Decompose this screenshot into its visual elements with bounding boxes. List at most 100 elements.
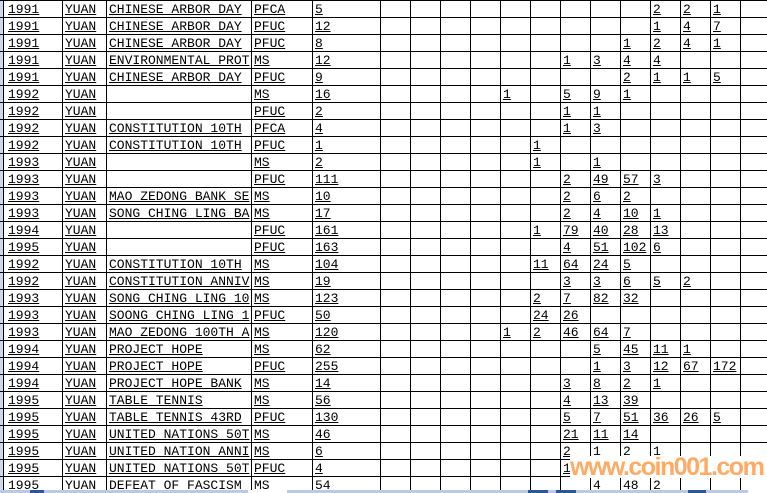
cell-description[interactable]: PROJECT HOPE bbox=[107, 358, 252, 375]
cell-grade-bucket[interactable] bbox=[381, 18, 411, 35]
cell-grade-bucket[interactable]: 1 bbox=[591, 358, 621, 375]
cell-grade-service[interactable]: PFUC bbox=[252, 18, 313, 35]
cell-grade-bucket[interactable] bbox=[651, 290, 681, 307]
cell-grade-bucket[interactable] bbox=[441, 409, 471, 426]
cell-grade-bucket[interactable] bbox=[651, 426, 681, 443]
cell-grade-bucket[interactable] bbox=[681, 375, 711, 392]
cell-grade-bucket[interactable] bbox=[501, 120, 531, 137]
cell-grade-bucket[interactable] bbox=[411, 375, 441, 392]
cell-grade-bucket[interactable]: 5 bbox=[651, 273, 681, 290]
cell-grade-bucket[interactable] bbox=[711, 137, 741, 154]
cell-grade-bucket[interactable] bbox=[531, 205, 561, 222]
cell-grade-bucket[interactable] bbox=[471, 443, 501, 460]
cell-grade-bucket[interactable]: 7 bbox=[591, 409, 621, 426]
cell-grade-service[interactable]: PFUC bbox=[252, 358, 313, 375]
cell-grade-bucket[interactable]: 1 bbox=[651, 69, 681, 86]
cell-unit[interactable]: YUAN bbox=[63, 426, 107, 443]
cell-grade-bucket[interactable] bbox=[471, 426, 501, 443]
cell-grade-bucket[interactable] bbox=[441, 239, 471, 256]
cell-grade-bucket[interactable] bbox=[471, 18, 501, 35]
cell-grade-bucket[interactable] bbox=[561, 477, 591, 493]
cell-total[interactable]: 62 bbox=[313, 341, 381, 358]
cell-grade-bucket[interactable] bbox=[411, 239, 441, 256]
cell-grade-bucket[interactable] bbox=[681, 52, 711, 69]
cell-grade-bucket[interactable] bbox=[441, 426, 471, 443]
cell-year[interactable]: 1994 bbox=[4, 222, 63, 239]
cell-grade-bucket[interactable]: 3 bbox=[621, 358, 651, 375]
cell-grade-bucket[interactable] bbox=[411, 273, 441, 290]
cell-total[interactable]: 2 bbox=[313, 103, 381, 120]
cell-grade-bucket[interactable] bbox=[711, 392, 741, 409]
cell-grade-bucket[interactable]: 82 bbox=[591, 290, 621, 307]
cell-description[interactable]: UNITED NATION ANNI bbox=[107, 443, 252, 460]
cell-grade-bucket[interactable] bbox=[441, 256, 471, 273]
cell-grade-bucket[interactable] bbox=[561, 35, 591, 52]
cell-grade-bucket[interactable] bbox=[411, 409, 441, 426]
cell-unit[interactable]: YUAN bbox=[63, 375, 107, 392]
cell-grade-bucket[interactable]: 5 bbox=[711, 409, 741, 426]
cell-grade-bucket[interactable]: 2 bbox=[531, 290, 561, 307]
cell-grade-bucket[interactable]: 4 bbox=[561, 239, 591, 256]
cell-grade-bucket[interactable] bbox=[381, 239, 411, 256]
cell-grade-bucket[interactable] bbox=[501, 171, 531, 188]
cell-grade-bucket[interactable]: 2 bbox=[561, 171, 591, 188]
cell-grade-bucket[interactable]: 51 bbox=[621, 409, 651, 426]
cell-unit[interactable]: YUAN bbox=[63, 341, 107, 358]
cell-grade-bucket[interactable]: 5 bbox=[561, 86, 591, 103]
cell-unit[interactable]: YUAN bbox=[63, 409, 107, 426]
cell-grade-bucket[interactable] bbox=[711, 307, 741, 324]
cell-grade-bucket[interactable] bbox=[501, 154, 531, 171]
cell-grade-bucket[interactable] bbox=[741, 171, 767, 188]
cell-grade-bucket[interactable] bbox=[681, 205, 711, 222]
cell-grade-bucket[interactable] bbox=[651, 137, 681, 154]
cell-grade-bucket[interactable] bbox=[501, 477, 531, 493]
cell-grade-bucket[interactable]: 26 bbox=[561, 307, 591, 324]
cell-grade-bucket[interactable] bbox=[651, 103, 681, 120]
cell-grade-bucket[interactable] bbox=[741, 1, 767, 18]
cell-grade-bucket[interactable]: 2 bbox=[651, 35, 681, 52]
cell-grade-bucket[interactable] bbox=[711, 188, 741, 205]
cell-grade-bucket[interactable] bbox=[501, 18, 531, 35]
cell-grade-bucket[interactable] bbox=[441, 290, 471, 307]
cell-grade-bucket[interactable] bbox=[651, 324, 681, 341]
cell-total[interactable]: 46 bbox=[313, 426, 381, 443]
cell-year[interactable]: 1992 bbox=[4, 273, 63, 290]
cell-description[interactable]: CONSTITUTION 10TH bbox=[107, 120, 252, 137]
cell-grade-bucket[interactable] bbox=[681, 324, 711, 341]
cell-unit[interactable]: YUAN bbox=[63, 273, 107, 290]
cell-grade-bucket[interactable]: 51 bbox=[591, 239, 621, 256]
cell-grade-bucket[interactable] bbox=[531, 171, 561, 188]
cell-grade-bucket[interactable] bbox=[411, 477, 441, 493]
cell-grade-bucket[interactable]: 2 bbox=[651, 477, 681, 493]
cell-grade-bucket[interactable]: 6 bbox=[651, 239, 681, 256]
cell-grade-bucket[interactable] bbox=[681, 154, 711, 171]
cell-year[interactable]: 1995 bbox=[4, 477, 63, 493]
cell-grade-bucket[interactable] bbox=[381, 477, 411, 493]
cell-total[interactable]: 8 bbox=[313, 35, 381, 52]
cell-grade-bucket[interactable]: 4 bbox=[651, 52, 681, 69]
cell-description[interactable]: PROJECT HOPE bbox=[107, 341, 252, 358]
cell-grade-bucket[interactable] bbox=[651, 188, 681, 205]
cell-grade-bucket[interactable] bbox=[381, 358, 411, 375]
cell-grade-bucket[interactable] bbox=[441, 273, 471, 290]
cell-description[interactable]: MAO ZEDONG BANK SE bbox=[107, 188, 252, 205]
cell-grade-bucket[interactable] bbox=[591, 307, 621, 324]
cell-grade-bucket[interactable] bbox=[591, 1, 621, 18]
cell-grade-bucket[interactable] bbox=[741, 290, 767, 307]
cell-unit[interactable]: YUAN bbox=[63, 324, 107, 341]
cell-grade-bucket[interactable]: 1 bbox=[621, 86, 651, 103]
cell-grade-bucket[interactable]: 4 bbox=[681, 35, 711, 52]
cell-grade-bucket[interactable] bbox=[681, 256, 711, 273]
cell-grade-bucket[interactable] bbox=[411, 154, 441, 171]
cell-grade-bucket[interactable] bbox=[411, 69, 441, 86]
cell-grade-bucket[interactable] bbox=[741, 392, 767, 409]
cell-total[interactable]: 111 bbox=[313, 171, 381, 188]
cell-grade-bucket[interactable] bbox=[441, 137, 471, 154]
cell-grade-bucket[interactable] bbox=[471, 341, 501, 358]
cell-year[interactable]: 1992 bbox=[4, 103, 63, 120]
cell-grade-bucket[interactable] bbox=[531, 239, 561, 256]
cell-grade-bucket[interactable] bbox=[501, 273, 531, 290]
cell-grade-bucket[interactable] bbox=[741, 341, 767, 358]
cell-description[interactable]: SONG CHING LING BA bbox=[107, 205, 252, 222]
cell-grade-bucket[interactable]: 1 bbox=[651, 205, 681, 222]
